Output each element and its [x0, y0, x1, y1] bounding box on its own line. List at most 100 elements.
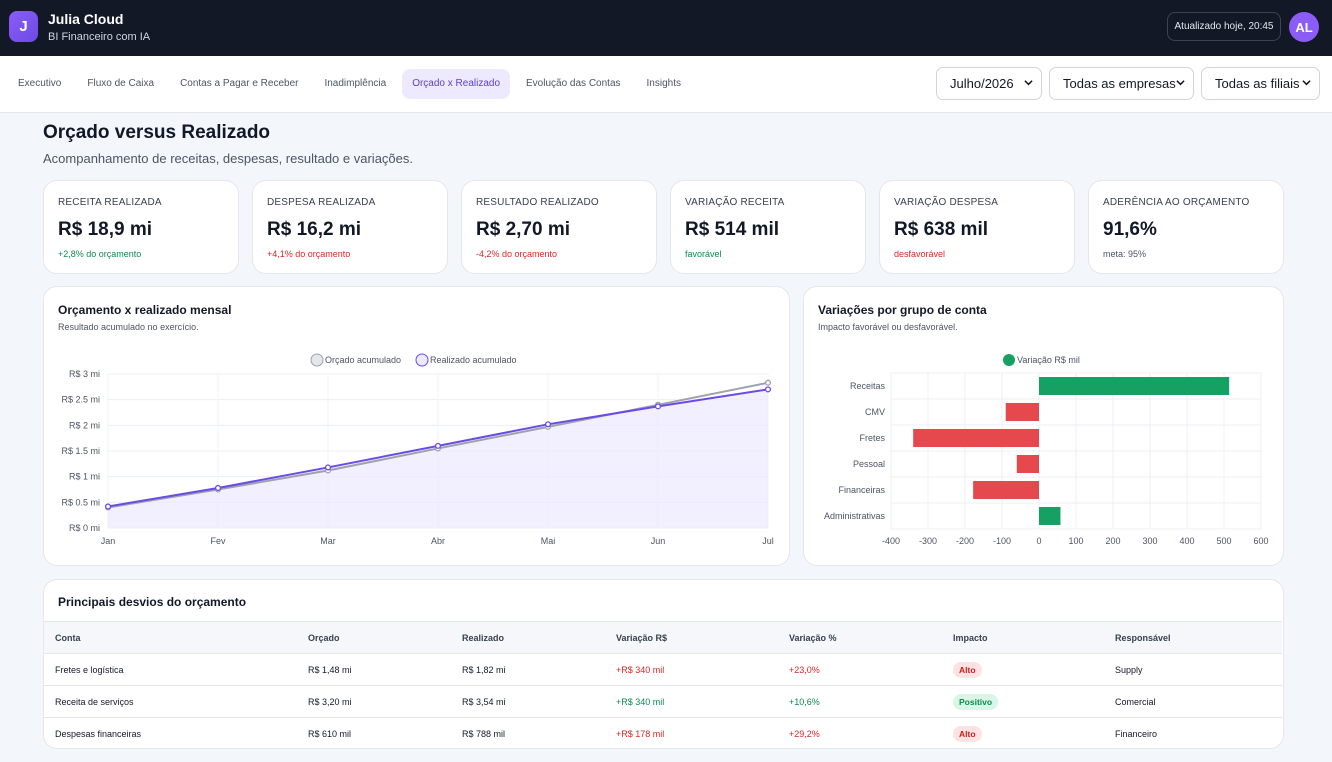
table-row[interactable]: Fretes e logística R$ 1,48 mi R$ 1,82 mi…: [44, 653, 1282, 686]
branch-select[interactable]: Todas as filiais: [1201, 67, 1320, 100]
y-tick-label: Financeiras: [838, 485, 885, 495]
data-point: [764, 379, 772, 386]
kpi-note: +4,1% do orçamento: [267, 249, 351, 259]
bar: [1039, 377, 1230, 395]
tab-orcado-x-realizado[interactable]: Orçado x Realizado: [402, 69, 511, 99]
bar: [1005, 403, 1039, 421]
data-point: [654, 403, 662, 410]
company-select[interactable]: Todas as empresas: [1049, 67, 1194, 100]
table-row[interactable]: Despesas financeiras R$ 610 mil R$ 788 m…: [44, 718, 1282, 749]
kpi-card-receita: RECEITA REALIZADA R$ 18,9 mi +2,8% do or…: [43, 180, 239, 274]
tab-fluxo-de-caixa[interactable]: Fluxo de Caixa: [87, 78, 155, 89]
updated-status-button[interactable]: Atualizado hoje, 20:45: [1167, 12, 1281, 41]
x-tick-label: -100: [993, 536, 1011, 546]
data-point: [544, 421, 552, 428]
tab-contas-pagar-receber[interactable]: Contas a Pagar e Receber: [180, 78, 299, 89]
groups-chart-panel: Variações por grupo de conta Impacto fav…: [803, 286, 1284, 566]
x-tick-label: -300: [919, 536, 937, 546]
cell-realizado: R$ 3,54 mi: [451, 685, 605, 718]
kpi-card-variacao-despesa: VARIAÇÃO DESPESA R$ 638 mil desfavorável: [879, 180, 1075, 274]
column-header[interactable]: Variação R$: [605, 621, 778, 654]
tab-evolucao-das-contas[interactable]: Evolução das Contas: [526, 78, 621, 89]
cell-conta: Despesas financeiras: [55, 728, 142, 739]
tab-executivo[interactable]: Executivo: [18, 78, 62, 89]
column-header[interactable]: Responsável: [1104, 621, 1282, 654]
kpi-card-resultado: RESULTADO REALIZADO R$ 2,70 mi -4,2% do …: [461, 180, 657, 274]
data-point: [324, 464, 332, 471]
kpi-value: R$ 638 mil: [894, 219, 988, 240]
cell-responsavel: Comercial: [1104, 685, 1282, 718]
column-header[interactable]: Conta: [44, 621, 297, 654]
legend-marker-realizado: [415, 353, 429, 367]
kpi-label: VARIAÇÃO RECEITA: [685, 197, 785, 208]
tab-inadimplencia[interactable]: Inadimplência: [324, 78, 387, 89]
app-logo[interactable]: J: [9, 11, 38, 42]
y-tick-label: Fretes: [859, 433, 885, 443]
top-bar: J Julia Cloud BI Financeiro com IA Atual…: [0, 0, 1332, 56]
monthly-chart-panel: Orçamento x realizado mensal Resultado a…: [43, 286, 790, 566]
x-tick-label: 0: [1036, 536, 1041, 546]
legend-marker-orcado: [310, 353, 324, 367]
cell-responsavel: Financeiro: [1115, 728, 1158, 739]
impact-badge: Alto: [953, 725, 982, 742]
cell-variacao-rs: +R$ 340 mil: [605, 653, 778, 686]
y-tick-label: R$ 2 mi: [69, 420, 100, 430]
bar-chart: -400 -300 -200 -100 0 100 200 300 400 500 600 Recei…: [824, 354, 1269, 546]
cell-conta: Fretes e logística: [44, 653, 297, 686]
impact-badge: Positivo: [953, 693, 999, 710]
y-tick-label: Pessoal: [853, 459, 885, 469]
cell-realizado: R$ 1,82 mi: [451, 653, 605, 686]
x-tick-label: 500: [1216, 536, 1231, 546]
column-header[interactable]: Variação %: [778, 621, 942, 654]
x-tick-label: Mar: [320, 536, 336, 546]
chevron-down-icon: [1176, 80, 1185, 86]
column-header[interactable]: Orçado: [297, 621, 451, 654]
user-avatar[interactable]: AL: [1289, 12, 1319, 42]
panel-title: Orçamento x realizado mensal: [58, 303, 232, 317]
kpi-value: 91,6%: [1103, 219, 1157, 240]
period-select[interactable]: Julho/2026: [936, 67, 1042, 100]
line-chart: R$ 0 mi R$ 0.5 mi R$ 1 mi R$ 1.5 mi R$ 2 mi R…: [61, 353, 774, 546]
column-header[interactable]: Impacto: [942, 621, 1104, 654]
panel-title: Principais desvios do orçamento: [58, 595, 247, 609]
realizado-area: [108, 389, 768, 528]
data-point: [434, 442, 442, 449]
data-point: [764, 386, 772, 393]
table-row[interactable]: Receita de serviços R$ 3,20 mi R$ 3,54 m…: [44, 685, 1282, 718]
x-tick-label: 600: [1253, 536, 1268, 546]
cell-orcado: R$ 610 mil: [308, 728, 352, 739]
period-select-value: Julho/2026: [950, 76, 1014, 91]
y-tick-label: R$ 1 mi: [69, 472, 100, 482]
nav-bar: Executivo Fluxo de Caixa Contas a Pagar …: [0, 56, 1332, 113]
table-header-row: Conta Orçado Realizado Variação R$ Varia…: [44, 621, 1282, 654]
x-tick-label: Fev: [210, 536, 226, 546]
x-tick-label: 400: [1179, 536, 1194, 546]
legend-marker: [1003, 354, 1015, 366]
cell-variacao-pct: +10,6%: [778, 685, 942, 718]
cell-orcado: R$ 3,20 mi: [297, 685, 451, 718]
app-subtitle: BI Financeiro com IA: [48, 31, 151, 43]
kpi-note: desfavorável: [894, 249, 946, 259]
column-header[interactable]: Realizado: [451, 621, 605, 654]
kpi-note: -4,2% do orçamento: [476, 249, 558, 259]
kpi-label: VARIAÇÃO DESPESA: [894, 197, 999, 208]
x-tick-label: Jun: [651, 536, 666, 546]
data-point: [214, 484, 222, 492]
legend-label: Variação R$ mil: [1017, 355, 1080, 365]
panel-subtitle: Impacto favorável ou desfavorável.: [818, 322, 958, 332]
kpi-value: R$ 2,70 mi: [476, 219, 570, 240]
kpi-note: favorável: [685, 249, 722, 259]
kpi-label: RESULTADO REALIZADO: [476, 197, 599, 208]
kpi-note: +2,8% do orçamento: [58, 249, 142, 259]
cell-variacao-pct: +29,2%: [789, 728, 820, 739]
kpi-value: R$ 514 mil: [685, 219, 779, 240]
x-tick-label: Jul: [762, 536, 774, 546]
kpi-label: DESPESA REALIZADA: [267, 197, 376, 208]
tab-insights[interactable]: Insights: [646, 78, 681, 89]
legend-label: Realizado acumulado: [430, 355, 517, 365]
cell-impacto: Alto: [942, 653, 1104, 686]
app-name: Julia Cloud: [48, 11, 124, 27]
kpi-note: meta: 95%: [1103, 249, 1147, 259]
x-tick-label: 200: [1105, 536, 1120, 546]
tab-list: Executivo Fluxo de Caixa Contas a Pagar …: [8, 69, 691, 99]
